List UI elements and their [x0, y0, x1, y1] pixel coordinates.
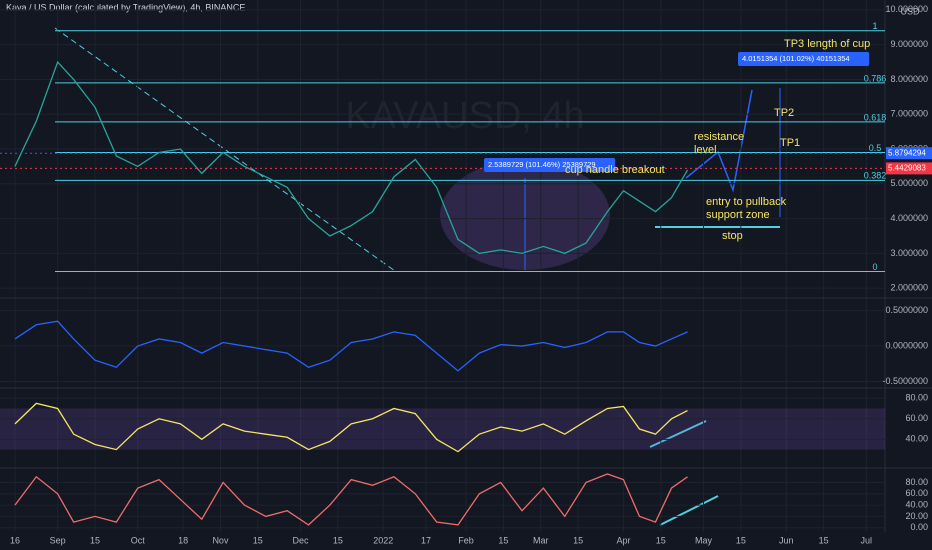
y-tick-label: 40.00 [905, 499, 928, 509]
projection-path [685, 89, 753, 193]
fib-label: 0.618 [864, 112, 887, 122]
y-tick-label: 80.00 [905, 477, 928, 487]
series-line [14, 60, 689, 255]
chart-title: Kava / US Dollar (calculated by TradingV… [6, 2, 245, 12]
x-tick-label: 17 [421, 535, 431, 545]
x-tick-label: 16 [10, 535, 20, 545]
price-tag [886, 162, 932, 175]
y-tick-label: 60.00 [905, 413, 928, 423]
price-tag-label: 5.8794294 [888, 148, 926, 157]
x-tick-label: 18 [178, 535, 188, 545]
x-tick-label: Nov [212, 535, 229, 545]
series-line [14, 320, 688, 372]
series-line [14, 473, 688, 526]
measure-label: 4.0151354 (101.02%) 40151354 [742, 54, 850, 63]
x-tick-label: Mar [533, 535, 549, 545]
rsi-trend [649, 420, 707, 448]
x-tick-label: Jun [779, 535, 794, 545]
annotation: TP2 [774, 107, 794, 119]
x-tick-label: 15 [90, 535, 100, 545]
x-tick-label: May [695, 535, 713, 545]
annotation: cup handle breakout [565, 164, 665, 176]
currency: USD [900, 6, 920, 16]
annotation: TP1 [780, 137, 800, 149]
stoch-trend [659, 495, 719, 526]
price-tag-label: 5.4429083 [888, 164, 926, 173]
watermark: KAVAUSD, 4h [345, 95, 584, 137]
y-tick-label: 60.00 [905, 488, 928, 498]
fib-label: 0 [872, 262, 877, 272]
annotation: entry to pullback support zone [706, 196, 787, 221]
y-tick-label: 2.000000 [890, 283, 928, 293]
y-tick-label: 8.000000 [890, 74, 928, 84]
x-tick-label: 15 [656, 535, 666, 545]
series-line [14, 402, 688, 453]
annotation: stop [722, 230, 743, 242]
fib-label: 0.382 [864, 171, 887, 181]
fib-label: 0.5 [869, 143, 882, 153]
x-tick-label: Dec [293, 535, 310, 545]
y-tick-label: 0.00 [910, 522, 928, 532]
measure-box [738, 52, 870, 66]
x-tick-label: 15 [333, 535, 343, 545]
y-tick-label: 9.000000 [890, 39, 928, 49]
x-tick-label: 15 [573, 535, 583, 545]
y-tick-label: 80.00 [905, 393, 928, 403]
x-tick-label: Sep [50, 535, 66, 545]
annotation: TP3 length of cup [784, 38, 870, 50]
x-tick-label: 15 [819, 535, 829, 545]
y-tick-label: 20.00 [905, 511, 928, 521]
y-tick-label: 5.000000 [890, 178, 928, 188]
x-tick-label: Oct [131, 535, 146, 545]
y-tick-label: 0.5000000 [885, 305, 928, 315]
x-tick-label: 2022 [373, 535, 393, 545]
x-tick-label: Jul [861, 535, 873, 545]
y-tick-label: 4.000000 [890, 213, 928, 223]
x-tick-label: 15 [253, 535, 263, 545]
y-tick-label: 40.00 [905, 434, 928, 444]
measure-label: 2.5389729 (101.46%) 25389729 [488, 160, 596, 169]
annotation: resistance level [694, 131, 744, 156]
x-tick-label: 15 [736, 535, 746, 545]
y-tick-label: -0.5000000 [882, 376, 928, 386]
y-tick-label: 3.000000 [890, 248, 928, 258]
measure-box [484, 158, 616, 172]
y-tick-label: 0.0000000 [885, 340, 928, 350]
x-tick-label: Apr [616, 535, 630, 545]
fib-label: 0.786 [864, 73, 887, 83]
y-tick-label: 7.000000 [890, 109, 928, 119]
fib-label: 1 [872, 21, 877, 31]
x-tick-label: 15 [498, 535, 508, 545]
x-tick-label: Feb [458, 535, 474, 545]
y-tick-label: 10.000000 [885, 4, 928, 14]
price-tag [886, 147, 932, 160]
